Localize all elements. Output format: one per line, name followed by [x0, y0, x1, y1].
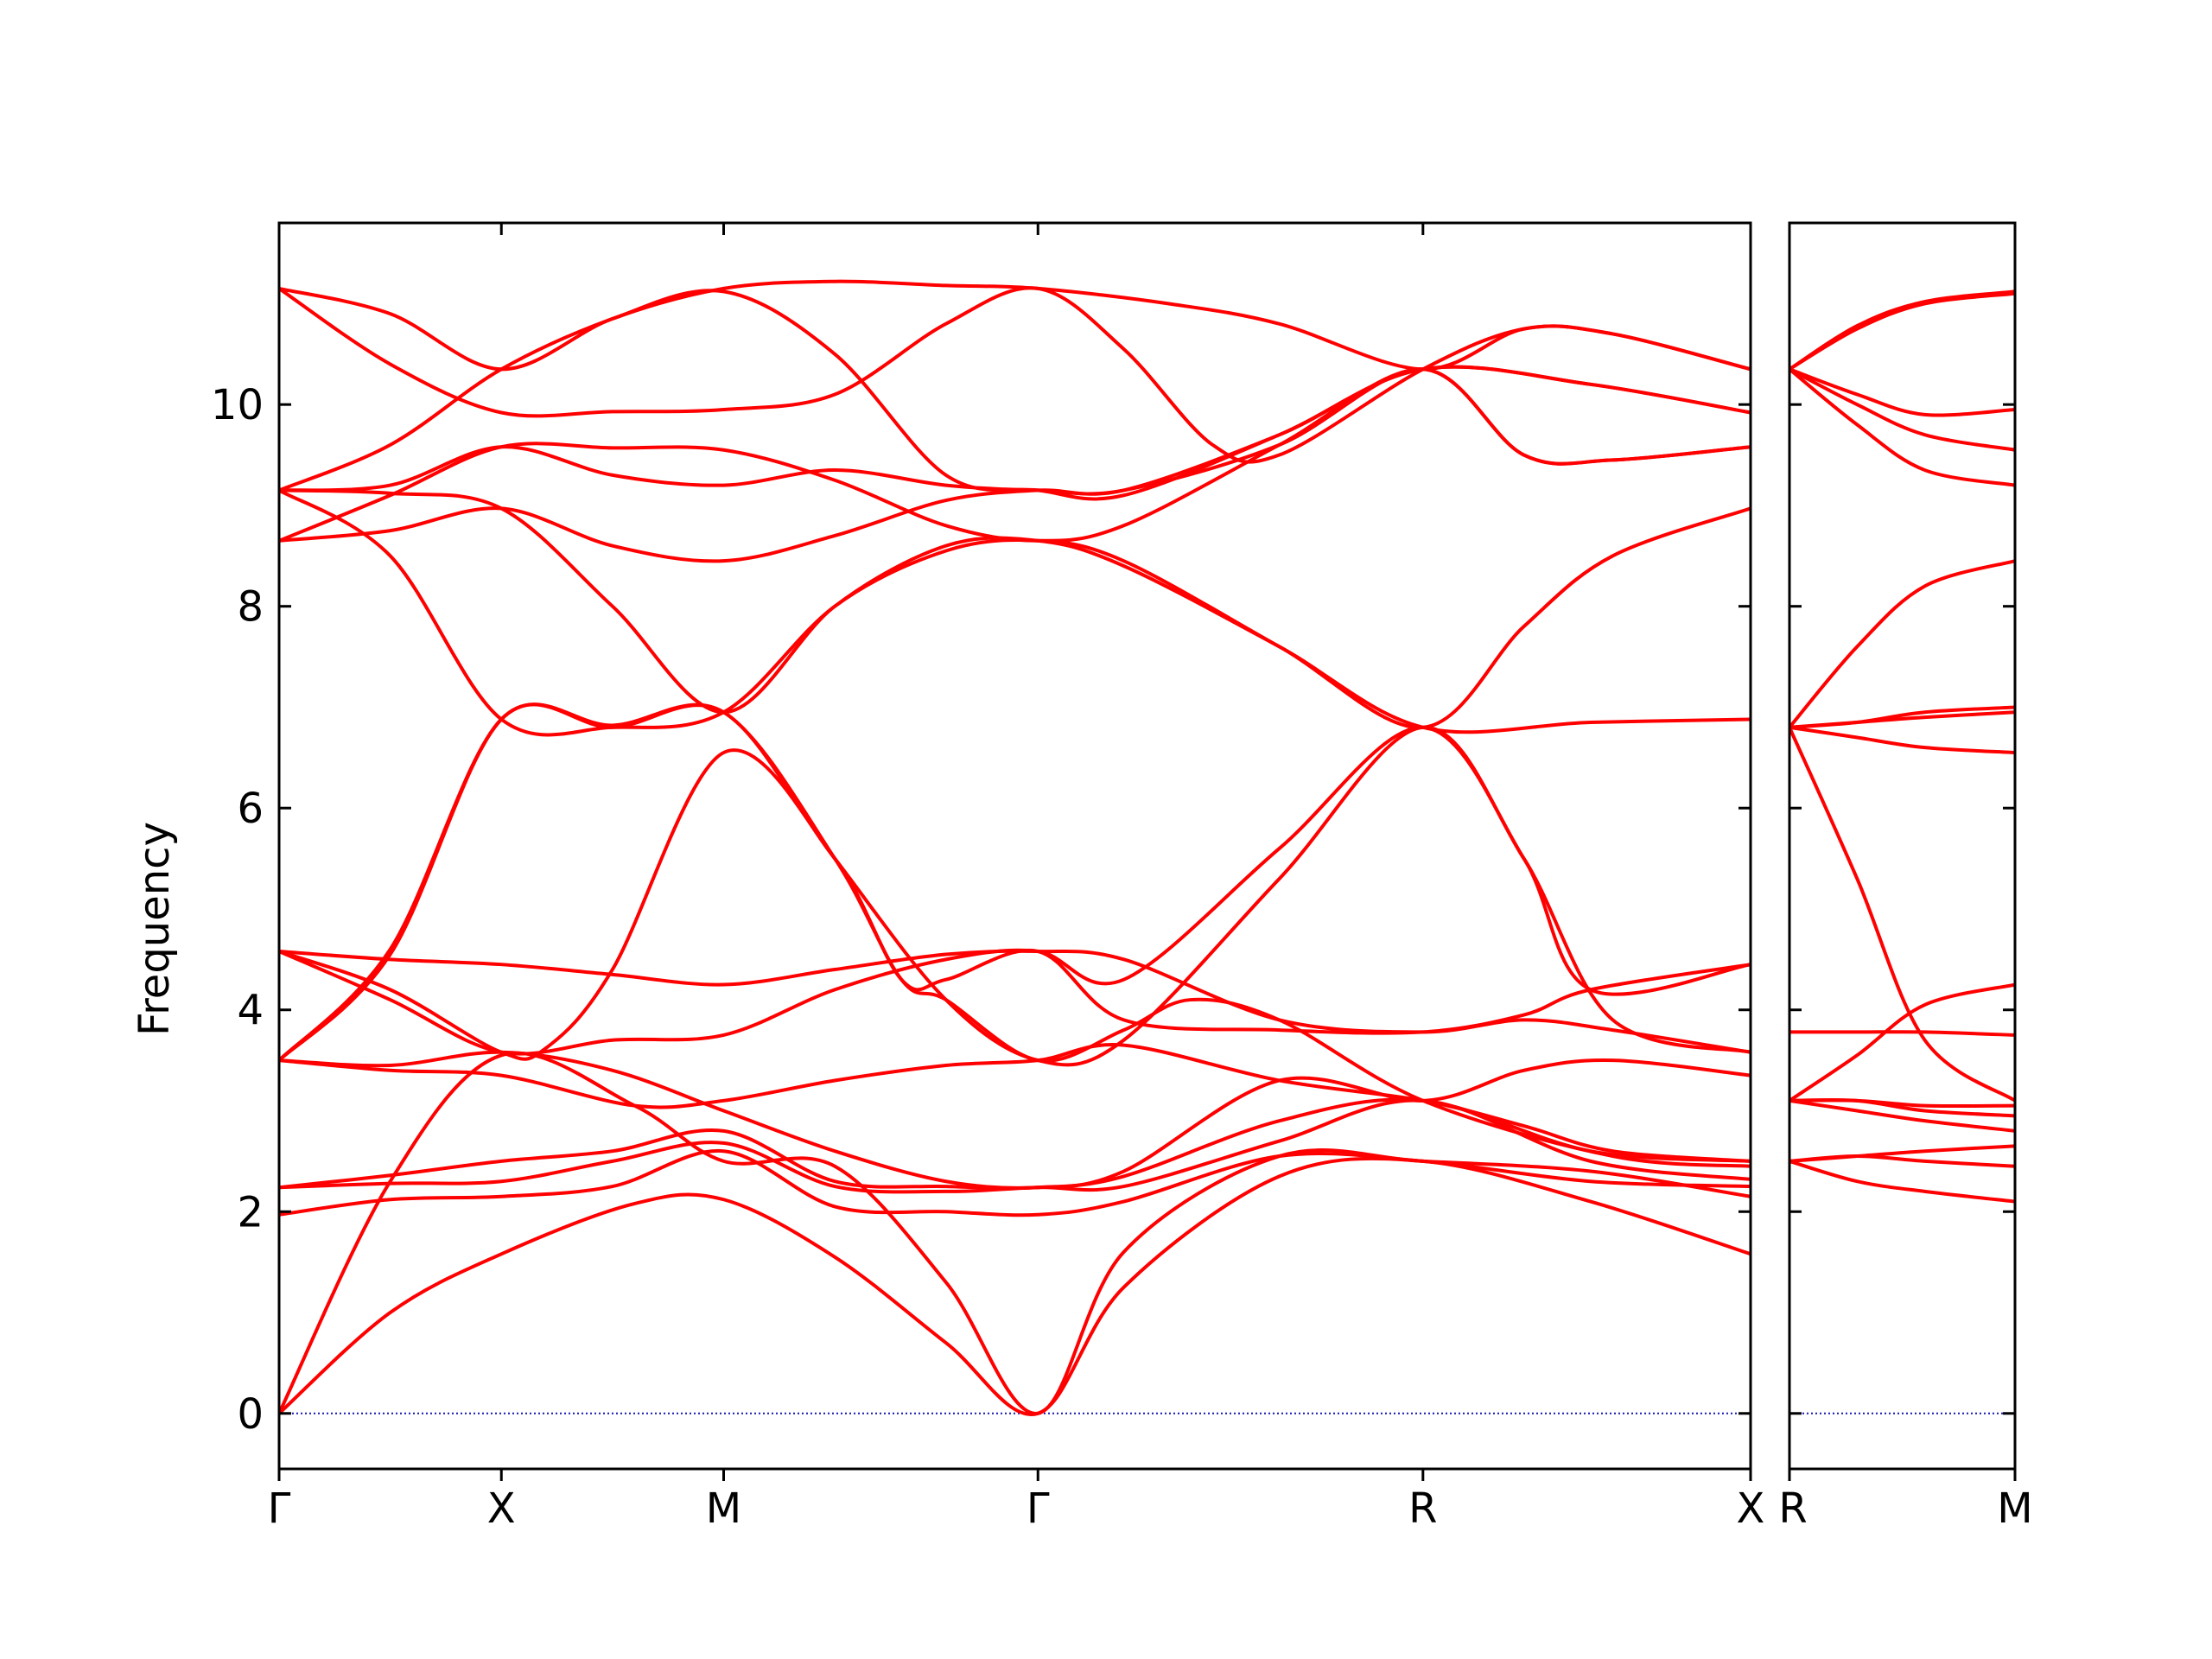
- phonon-band-side-14: [1789, 367, 2015, 452]
- y-tick-label: 4: [237, 987, 264, 1035]
- panel-frame: [1788, 221, 2017, 1471]
- phonon-band-side-12: [1789, 559, 2015, 729]
- x-tick-label: Γ: [268, 1484, 291, 1533]
- phonon-band-side-6: [1789, 982, 2015, 1103]
- phonon-band-main-13: [279, 488, 1751, 734]
- phonon-band-side-5: [1789, 1098, 2015, 1109]
- x-tick-label: R: [1778, 1484, 1807, 1533]
- phonon-band-side-17: [1789, 289, 2015, 372]
- x-tick-label: M: [706, 1484, 741, 1533]
- panel-frame: [277, 221, 1752, 1471]
- x-tick-label: X: [1737, 1484, 1765, 1533]
- phonon-band-main-14: [279, 488, 1751, 737]
- y-tick-label: 2: [237, 1188, 264, 1236]
- x-tick-label: R: [1408, 1484, 1437, 1533]
- x-tick-label: M: [1997, 1484, 2032, 1533]
- phonon-band-side-8: [1789, 725, 2015, 1103]
- phonon-band-side-11: [1789, 705, 2015, 729]
- phonon-band-main-18: [279, 286, 1751, 464]
- bands-group: [1789, 289, 2015, 1204]
- y-axis-label: Frequency: [130, 822, 179, 1036]
- phonon-band-main-17: [279, 286, 1751, 501]
- y-tick-label: 0: [237, 1390, 264, 1439]
- phonon-band-side-15: [1789, 367, 2015, 417]
- x-tick-label: Γ: [1027, 1484, 1050, 1533]
- phonon-band-main-19: [279, 367, 1751, 496]
- phonon-band-side-13: [1789, 367, 2015, 487]
- phonon-band-main-2: [279, 1149, 1751, 1217]
- y-tick-label: 10: [211, 381, 264, 429]
- phonon-band-side-3: [1789, 1098, 2015, 1133]
- phonon-band-main-9: [279, 949, 1751, 1054]
- main-panel: 0 2 4 6 8 10 Γ X M Γ R X: [211, 221, 1765, 1533]
- phonon-band-main-5: [279, 1043, 1751, 1163]
- phonon-band-side-9: [1789, 725, 2015, 754]
- x-tick-label: X: [487, 1484, 516, 1533]
- y-tick-label: 8: [237, 583, 264, 632]
- phonon-band-side-0: [1789, 1159, 2015, 1204]
- phonon-band-side-7: [1789, 1030, 2015, 1037]
- bands-group: [279, 279, 1751, 1416]
- phonon-band-side-2: [1789, 1154, 2015, 1168]
- y-tick-label: 6: [237, 785, 264, 833]
